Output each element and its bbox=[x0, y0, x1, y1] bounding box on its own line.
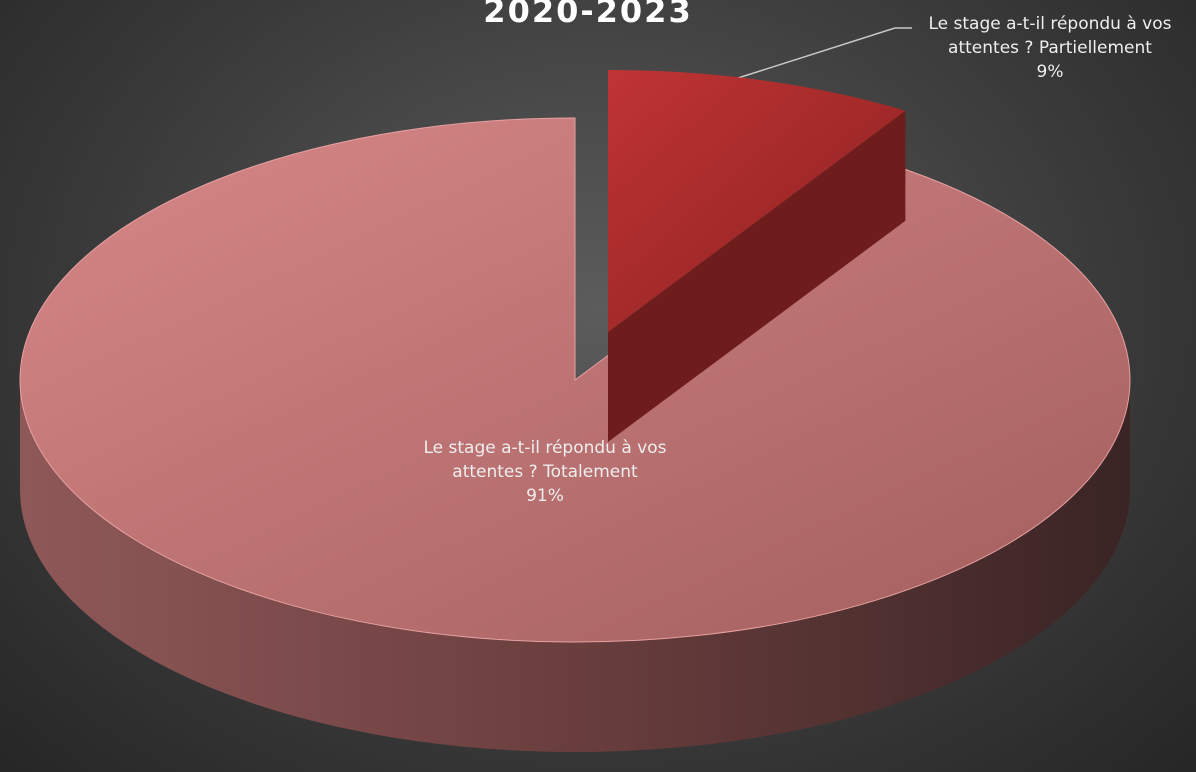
data-label-category: Le stage a-t-il répondu à vos attentes ?… bbox=[423, 438, 667, 482]
data-label-value: 91% bbox=[526, 486, 564, 506]
data-label: Le stage a-t-il répondu à vos attentes ?… bbox=[905, 12, 1195, 84]
pie-slice bbox=[608, 70, 906, 332]
pie-slice bbox=[19, 117, 1131, 643]
chart-title: 2020-2023 bbox=[0, 0, 1196, 30]
leader-line bbox=[737, 27, 912, 79]
slice-side bbox=[20, 380, 1130, 752]
data-label-value: 9% bbox=[1036, 62, 1064, 82]
slice-wall bbox=[608, 110, 906, 443]
data-label: Le stage a-t-il répondu à vos attentes ?… bbox=[395, 436, 695, 508]
chart-title-text: 2020-2023 bbox=[483, 0, 693, 30]
data-label-category: Le stage a-t-il répondu à vos attentes ?… bbox=[928, 14, 1172, 58]
